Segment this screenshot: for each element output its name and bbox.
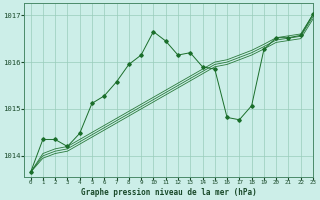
X-axis label: Graphe pression niveau de la mer (hPa): Graphe pression niveau de la mer (hPa) [81, 188, 257, 197]
